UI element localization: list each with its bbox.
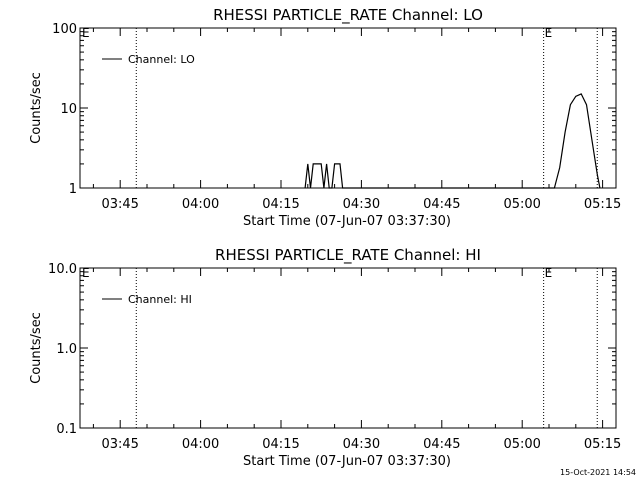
x-tick-label: 04:15	[262, 197, 299, 212]
y-tick-label: 10	[60, 102, 77, 117]
x-tick-label: 04:30	[343, 197, 380, 212]
y-axis-label: Counts/sec	[29, 72, 44, 144]
chart-title: RHESSI PARTICLE_RATE Channel: HI	[215, 246, 481, 265]
panel-hi: RHESSI PARTICLE_RATE Channel: HI Start Ti…	[29, 246, 621, 469]
chart-title: RHESSI PARTICLE_RATE Channel: LO	[213, 6, 483, 25]
event-marker-e-right: E	[545, 26, 553, 40]
x-axis-label: Start Time (07-Jun-07 03:37:30)	[243, 454, 451, 469]
y-tick-label: 0.1	[56, 422, 77, 437]
x-tick-label: 05:00	[503, 197, 540, 212]
event-marker-e-right: E	[545, 266, 553, 280]
x-tick-label: 05:15	[584, 437, 621, 452]
plot-frame	[79, 27, 617, 189]
x-tick-label: 04:30	[343, 437, 380, 452]
panel-lo: RHESSI PARTICLE_RATE Channel: LO Start Ti…	[29, 6, 621, 229]
y-tick-label: 10.0	[48, 262, 77, 277]
x-axis-label: Start Time (07-Jun-07 03:37:30)	[243, 214, 451, 229]
event-marker-e-left: E	[82, 26, 90, 40]
x-tick-label: 04:15	[262, 437, 299, 452]
series-line-channel-lo	[304, 93, 601, 189]
y-tick-label: 100	[52, 22, 77, 37]
y-axis-label: Counts/sec	[29, 312, 44, 384]
legend-label: Channel: HI	[128, 293, 192, 306]
footer-timestamp: 15-Oct-2021 14:54	[560, 468, 636, 477]
x-tick-label: 04:45	[423, 437, 460, 452]
x-tick-label: 04:00	[182, 197, 219, 212]
y-tick-label: 1.0	[56, 342, 77, 357]
x-tick-label: 04:00	[182, 437, 219, 452]
x-tick-label: 05:00	[503, 437, 540, 452]
plot-frame	[79, 267, 617, 429]
legend-label: Channel: LO	[128, 53, 195, 66]
event-marker-e-left: E	[82, 266, 90, 280]
x-tick-label: 03:45	[101, 437, 138, 452]
y-tick-label: 1	[69, 182, 77, 197]
x-tick-label: 04:45	[423, 197, 460, 212]
x-tick-label: 05:15	[584, 197, 621, 212]
x-tick-label: 03:45	[101, 197, 138, 212]
